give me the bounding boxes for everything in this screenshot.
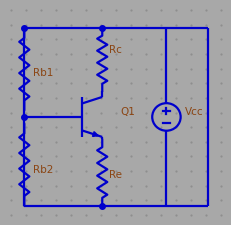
Text: Vcc: Vcc <box>184 108 203 117</box>
Text: Re: Re <box>109 170 122 180</box>
Text: Rb2: Rb2 <box>33 165 54 175</box>
Text: Rb1: Rb1 <box>33 68 54 77</box>
Text: Q1: Q1 <box>120 108 135 117</box>
Text: Rc: Rc <box>109 45 122 55</box>
